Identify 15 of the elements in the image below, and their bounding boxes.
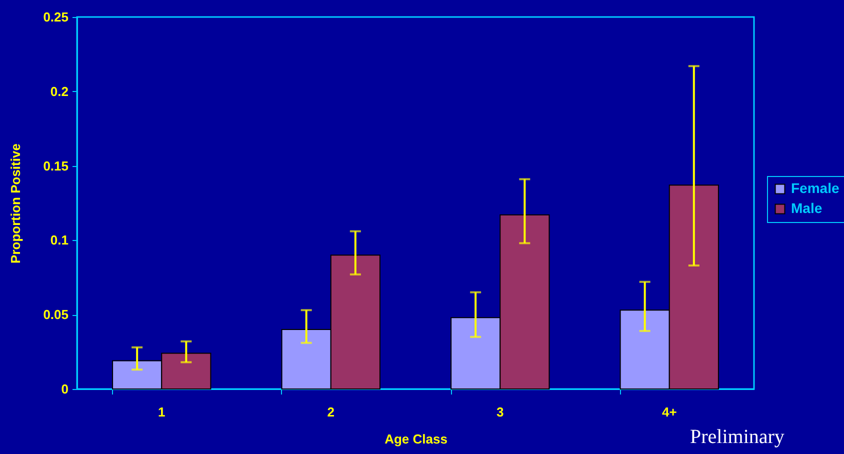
y-tick-label: 0.15 [43,158,68,174]
y-tick-label: 0 [61,382,68,396]
y-tick-label: 0.1 [50,232,68,248]
x-tick-label: 2 [327,404,334,420]
x-tick-label: 1 [158,404,166,420]
x-tick-label: 3 [496,404,504,420]
y-tick-label: 0.05 [43,307,68,322]
x-axis-title: Age Class [384,432,448,446]
y-axis-title: Proportion Positive [8,144,24,264]
y-tick-label: 0.2 [50,84,68,99]
y-tick-label: 0.25 [43,10,68,24]
x-tick-label: 4+ [662,404,678,420]
text: Preliminary [690,426,784,449]
legend-label: Female [791,180,840,196]
legend-label: Male [791,200,822,216]
